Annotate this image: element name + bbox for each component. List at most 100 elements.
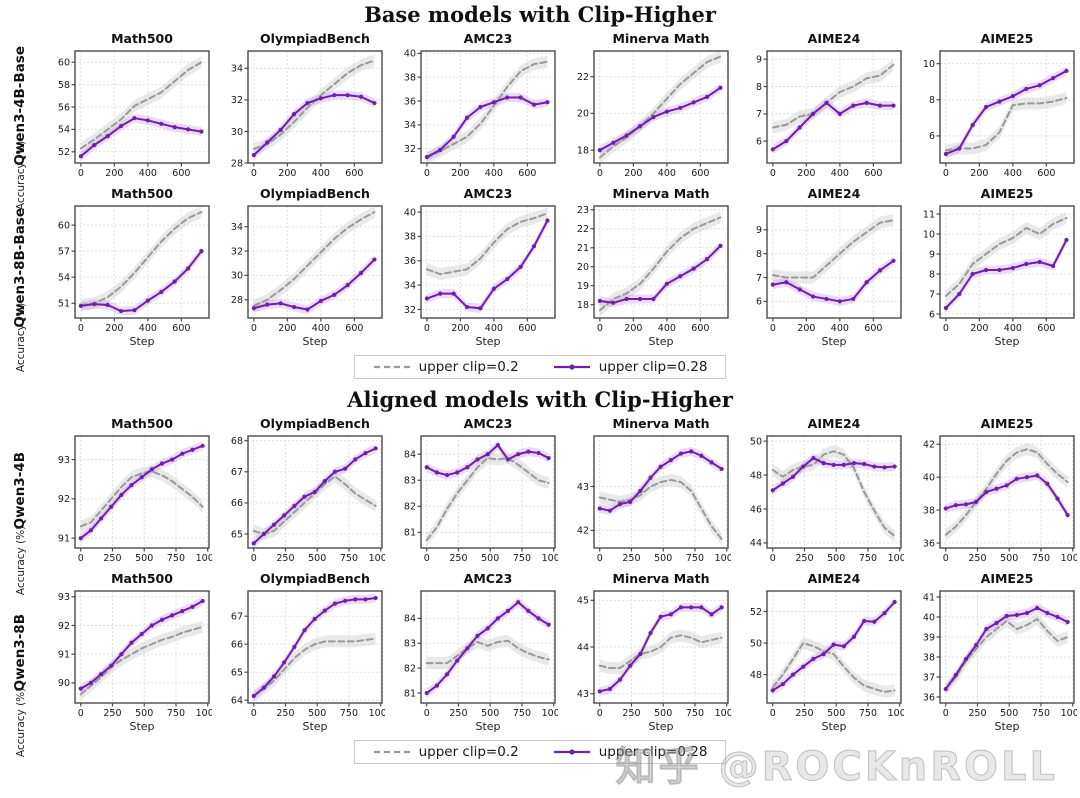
x-axis-label: Step	[994, 335, 1020, 348]
plot-Qwen3-8B-AMC23: AMC23 0 250 500 750 1000 81 82 83 84 Step	[388, 571, 558, 734]
svg-text:200: 200	[105, 323, 123, 334]
svg-text:41: 41	[923, 592, 935, 603]
svg-text:0: 0	[943, 323, 949, 334]
svg-text:40: 40	[923, 612, 935, 623]
svg-text:34: 34	[404, 120, 416, 131]
plot-Qwen3-8B-Base-AIME24: AIME24 0 200 400 600 6 7 8 9 Step	[734, 186, 904, 349]
svg-text:34: 34	[231, 222, 243, 233]
plot-title: OlympiadBench	[260, 571, 370, 586]
svg-text:42: 42	[577, 526, 589, 537]
svg-text:84: 84	[404, 450, 416, 461]
plot-title: Minerva Math	[612, 416, 710, 431]
svg-text:0: 0	[597, 168, 603, 179]
x-axis-label: Step	[648, 720, 674, 733]
svg-text:20: 20	[577, 109, 589, 120]
svg-text:64: 64	[231, 696, 243, 707]
svg-text:0: 0	[770, 553, 776, 564]
plot-title: AIME25	[980, 571, 1034, 586]
plot-title: AIME24	[807, 186, 861, 201]
svg-text:400: 400	[658, 168, 676, 179]
svg-text:0: 0	[424, 553, 430, 564]
svg-text:1000: 1000	[369, 708, 385, 719]
svg-text:600: 600	[518, 168, 536, 179]
plot-Qwen3-4B-Base-AIME25: AIME25 0 200 400 600 6 8 10	[907, 31, 1077, 180]
svg-text:200: 200	[105, 168, 123, 179]
legend-item-clip028: upper clip=0.28	[553, 744, 707, 760]
dashed-line-sample-icon	[373, 365, 410, 369]
svg-text:1000: 1000	[369, 553, 385, 564]
svg-text:600: 600	[518, 323, 536, 334]
model-name: Qwen3-8B	[11, 613, 28, 692]
svg-text:750: 750	[1032, 708, 1050, 719]
svg-text:500: 500	[135, 708, 153, 719]
svg-text:1000: 1000	[1061, 553, 1077, 564]
svg-text:9: 9	[756, 225, 762, 236]
svg-text:200: 200	[624, 168, 642, 179]
svg-text:32: 32	[231, 246, 243, 257]
svg-text:0: 0	[770, 168, 776, 179]
svg-text:500: 500	[654, 708, 672, 719]
y-axis-label-column: Accuracy (%)	[15, 186, 42, 371]
svg-text:58: 58	[58, 80, 70, 91]
svg-text:600: 600	[691, 168, 709, 179]
purple-line-sample-icon	[553, 749, 590, 755]
svg-text:52: 52	[750, 607, 762, 618]
svg-text:200: 200	[624, 323, 642, 334]
plot-title: OlympiadBench	[260, 186, 370, 201]
chart-canvas: 0 200 400 600 6 8 10	[923, 50, 1075, 179]
chart-canvas: 0 200 400 600 18 19 20 21 22 23	[577, 205, 729, 334]
plot-Qwen3-4B-Base-Minerva Math: Minerva Math 0 200 400 600 18 20 22	[561, 31, 731, 180]
svg-text:200: 200	[970, 323, 988, 334]
svg-text:1000: 1000	[542, 708, 558, 719]
chart-canvas: 0 250 500 750 1000 36 37 38 39 40 41	[923, 590, 1077, 719]
svg-text:600: 600	[172, 323, 190, 334]
x-axis-label: Step	[648, 335, 674, 348]
svg-text:9: 9	[929, 249, 935, 260]
svg-text:54: 54	[58, 272, 70, 283]
svg-text:200: 200	[797, 168, 815, 179]
svg-text:400: 400	[658, 323, 676, 334]
svg-text:38: 38	[923, 505, 935, 516]
svg-text:84: 84	[404, 614, 416, 625]
svg-text:250: 250	[103, 553, 121, 564]
plot-Qwen3-4B-AIME24: AIME24 0 250 500 750 1000 44 46 48 50	[734, 416, 904, 565]
svg-text:0: 0	[770, 708, 776, 719]
svg-text:600: 600	[864, 323, 882, 334]
svg-text:20: 20	[577, 262, 589, 273]
svg-text:30: 30	[231, 127, 243, 138]
svg-text:10: 10	[923, 229, 935, 240]
section-title: Base models with Clip-Higher	[364, 2, 716, 27]
plot-title: AMC23	[463, 416, 513, 431]
y-axis-label-column: Accuracy (%)	[15, 416, 42, 594]
plot-title: Math500	[111, 416, 173, 431]
svg-text:6: 6	[756, 297, 762, 308]
plot-title: Math500	[111, 31, 173, 46]
svg-text:750: 750	[340, 708, 358, 719]
svg-text:52: 52	[58, 147, 70, 158]
svg-text:65: 65	[231, 529, 243, 540]
svg-text:32: 32	[404, 305, 416, 316]
svg-text:82: 82	[404, 663, 416, 674]
svg-text:750: 750	[167, 553, 185, 564]
dashed-line-sample-icon	[373, 750, 410, 754]
svg-text:32: 32	[231, 95, 243, 106]
svg-text:1000: 1000	[196, 553, 212, 564]
svg-text:0: 0	[597, 553, 603, 564]
svg-text:500: 500	[654, 553, 672, 564]
svg-text:750: 750	[167, 708, 185, 719]
x-axis-label: Step	[821, 720, 847, 733]
chart-canvas: 0 250 500 750 1000 43 44 45	[577, 590, 731, 719]
svg-text:39: 39	[923, 632, 935, 643]
svg-text:200: 200	[797, 323, 815, 334]
svg-text:500: 500	[308, 708, 326, 719]
svg-text:65: 65	[231, 668, 243, 679]
plot-title: AIME24	[807, 31, 861, 46]
legend: upper clip=0.2 upper clip=0.28	[353, 740, 727, 764]
svg-text:400: 400	[485, 323, 503, 334]
svg-text:1000: 1000	[196, 708, 212, 719]
svg-text:500: 500	[827, 708, 845, 719]
model-row-Qwen3-8B: Qwen3-8B Accuracy (%) Math500 0 250 500 750 100…	[10, 571, 1080, 757]
svg-text:10: 10	[923, 59, 935, 70]
svg-text:83: 83	[404, 639, 416, 650]
x-axis-label: Step	[475, 335, 501, 348]
